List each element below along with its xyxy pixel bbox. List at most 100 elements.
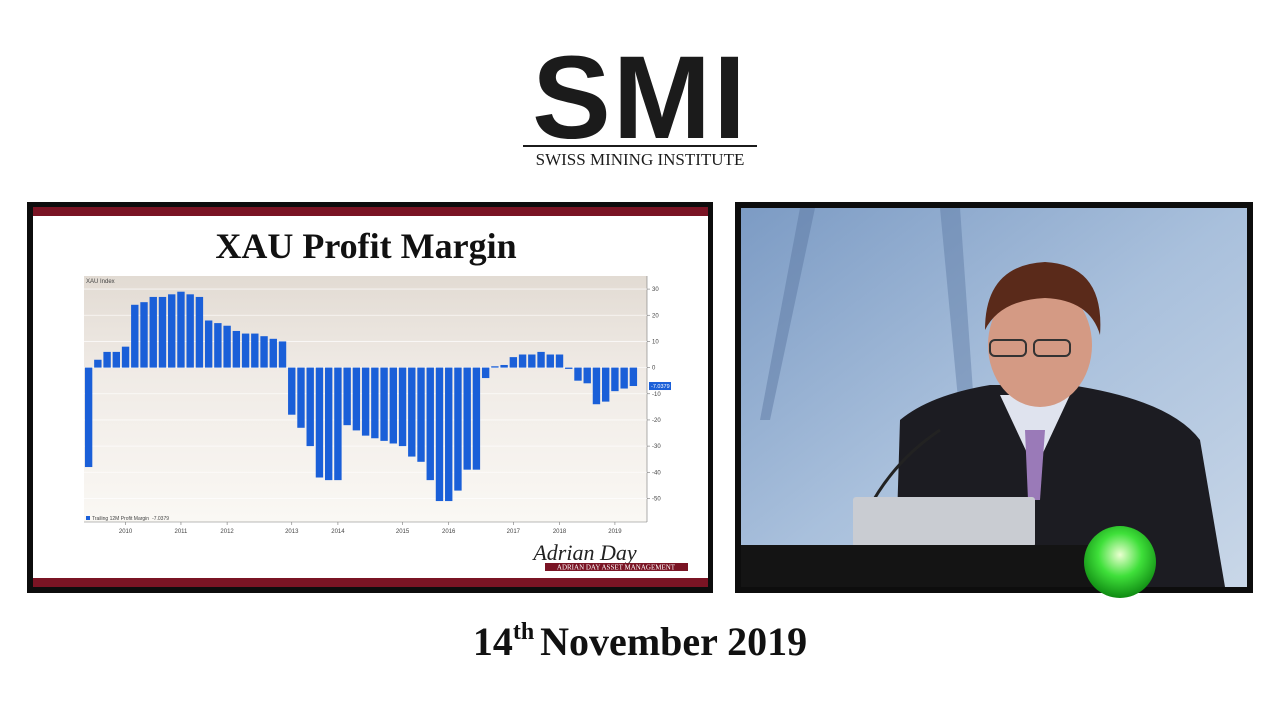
x-tick-label: 2017 — [507, 529, 521, 535]
bar — [195, 296, 204, 368]
bar — [112, 351, 121, 368]
bar — [592, 367, 601, 405]
x-tick-label: 2018 — [553, 529, 567, 535]
x-tick-label: 2014 — [331, 529, 345, 535]
laptop — [853, 497, 1035, 547]
bar — [454, 367, 462, 491]
y-tick-label: 0 — [652, 366, 656, 372]
speaker-hair — [985, 262, 1101, 335]
x-tick-label: 2015 — [396, 529, 410, 535]
bar — [94, 359, 102, 368]
legend-value: -7.0379 — [152, 516, 169, 522]
y-tick-label: 20 — [652, 313, 659, 319]
bar — [334, 367, 342, 481]
y-tick-label: 30 — [652, 287, 659, 293]
bar — [481, 367, 490, 379]
y-tick-label: -40 — [652, 470, 661, 476]
bar — [537, 351, 545, 368]
slide-bottom-bar — [33, 578, 708, 587]
bar — [352, 367, 361, 431]
bar — [204, 320, 213, 368]
bar — [324, 367, 333, 481]
bar — [315, 367, 324, 478]
bar — [121, 346, 130, 368]
signature-bar — [545, 563, 688, 571]
x-tick-label: 2019 — [608, 529, 622, 535]
bar — [223, 325, 231, 368]
green-light — [1084, 526, 1156, 598]
bar — [269, 338, 277, 368]
last-value-label: -7.0379 — [651, 384, 670, 390]
y-tick-label: -30 — [652, 444, 661, 450]
bar — [445, 367, 453, 502]
bar — [620, 367, 628, 389]
bar — [84, 367, 93, 468]
bar — [140, 302, 148, 368]
backdrop-line — [760, 208, 815, 420]
bar — [343, 367, 351, 426]
bar — [241, 333, 250, 368]
bar — [518, 354, 527, 368]
logo: SMI — [532, 32, 748, 164]
speaker-glasses — [989, 339, 1027, 357]
bar — [500, 364, 508, 368]
bar — [371, 367, 379, 439]
speaker-tie — [1025, 430, 1045, 500]
bar — [463, 367, 471, 470]
bar — [288, 367, 296, 415]
bar — [565, 367, 573, 369]
bar — [426, 367, 434, 481]
bar — [177, 291, 185, 368]
bar — [168, 294, 176, 368]
speaker-glasses — [1033, 339, 1071, 357]
bar — [380, 367, 388, 441]
podium — [741, 545, 1096, 587]
bar — [435, 367, 444, 502]
bar — [232, 330, 241, 368]
bar — [251, 333, 259, 368]
bar — [408, 367, 416, 457]
speaker-face — [988, 283, 1092, 407]
bar — [278, 341, 287, 368]
chart-subtitle: XAU Index — [86, 279, 115, 285]
bar — [260, 336, 268, 368]
x-tick-label: 2012 — [220, 529, 234, 535]
bar — [131, 304, 139, 368]
bar — [629, 367, 638, 387]
bar — [509, 357, 518, 368]
bar — [583, 367, 591, 384]
slide-title: XAU Profit Margin — [215, 226, 516, 266]
bar — [103, 351, 111, 368]
legend-swatch — [86, 516, 90, 520]
bar — [214, 323, 222, 368]
bar — [601, 367, 610, 402]
bar — [417, 367, 425, 462]
signature-name: Adrian Day — [531, 540, 637, 565]
bar — [149, 296, 157, 368]
bar — [611, 367, 619, 392]
slide-top-bar — [33, 207, 708, 216]
bar — [361, 367, 370, 436]
bar — [297, 367, 305, 428]
date-day: 14 — [473, 619, 513, 664]
legend-name: Trailing 12M Profit Margin — [92, 516, 149, 522]
y-tick-label: 10 — [652, 339, 659, 345]
bar — [389, 367, 398, 444]
y-tick-label: -50 — [652, 496, 661, 502]
date-rest: November 2019 — [540, 619, 807, 664]
y-tick-label: -20 — [652, 418, 661, 424]
bar — [186, 294, 194, 368]
bar — [528, 354, 536, 368]
backdrop-line — [940, 208, 975, 420]
last-value-box — [649, 382, 671, 391]
legend-entry: Trailing 12M Profit Margin -7.0379 — [92, 516, 169, 522]
x-tick-label: 2016 — [442, 529, 456, 535]
date-suffix: th — [513, 619, 534, 645]
bar — [491, 366, 499, 368]
bar — [472, 367, 481, 470]
y-tick-label: -10 — [652, 392, 661, 398]
bar — [398, 367, 407, 447]
bar — [574, 367, 582, 381]
